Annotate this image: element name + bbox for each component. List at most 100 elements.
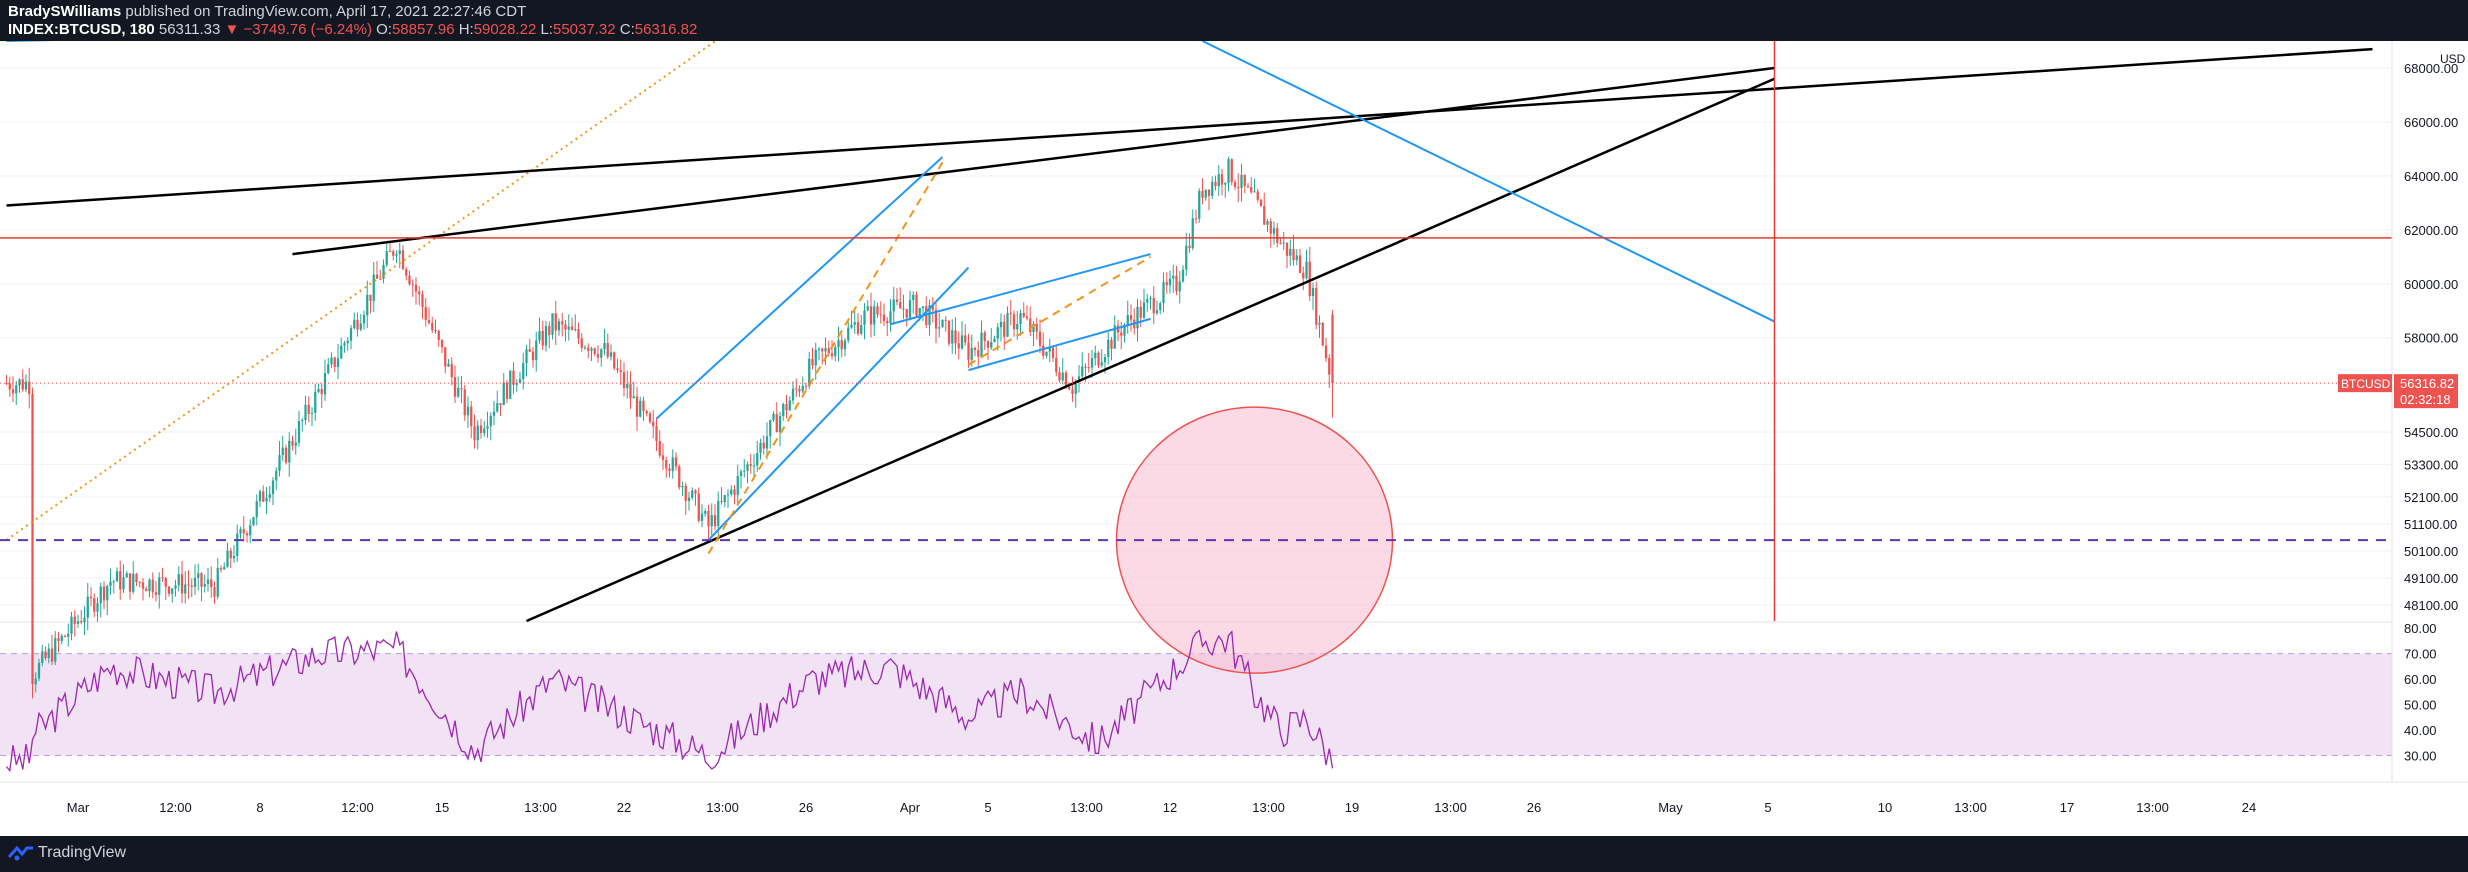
candle-body (515, 382, 518, 385)
candle-body (1240, 174, 1243, 189)
candle-body (1142, 302, 1146, 318)
chart-area[interactable]: 48100.00 49100.00 50100.00 51100.00 52100.00… (0, 41, 2468, 836)
candle-body (161, 577, 164, 579)
candle-body (834, 347, 837, 357)
candle-body (284, 447, 288, 463)
low-label: L: (540, 21, 553, 38)
candle-body (60, 635, 63, 641)
candle-body (457, 387, 460, 397)
time-tick-label: 19 (1345, 800, 1359, 815)
rsi-axis[interactable]: 30.00 40.00 50.00 60.00 70.00 80.00 (2404, 621, 2437, 763)
candle-body (996, 327, 999, 339)
candle-body (593, 348, 596, 355)
candle-body (265, 497, 268, 502)
candle-body (720, 500, 723, 503)
candle-body (24, 381, 28, 390)
candle-body (327, 364, 330, 374)
candle-body (492, 411, 496, 416)
candle-body (817, 348, 821, 350)
time-tick-label: 26 (799, 800, 813, 815)
high-value: 59028.22 (473, 21, 537, 38)
candle-body (1019, 313, 1022, 325)
rsi-series-line (5, 629, 1334, 773)
candle-body (1305, 261, 1308, 279)
rsi-tick-label: 50.00 (2404, 698, 2437, 713)
candle-body (853, 322, 856, 325)
candle-body (899, 301, 902, 309)
time-tick-label: 13:00 (1252, 800, 1285, 815)
candle-body (866, 306, 869, 311)
candle-body (544, 326, 548, 346)
candle-body (245, 533, 249, 536)
candle-body (947, 320, 951, 344)
price-tick-label: 48100.00 (2404, 598, 2458, 613)
candle-body (733, 489, 736, 495)
candle-body (626, 384, 629, 389)
candle-body (1233, 182, 1237, 188)
candle-body (863, 310, 866, 326)
candle-body (762, 442, 765, 449)
candle-body (1201, 191, 1204, 198)
candle-body (1113, 325, 1116, 349)
candle-body (421, 294, 424, 308)
rsi-line (5, 629, 1334, 773)
candle-body (509, 370, 512, 399)
candle-body (281, 447, 284, 456)
candle-body (15, 385, 18, 394)
time-axis-background (0, 782, 2468, 836)
candle-body (661, 455, 665, 460)
symbol-label[interactable]: INDEX:BTCUSD, 180 (8, 21, 155, 38)
candle-body (223, 567, 226, 570)
candle-body (941, 319, 944, 328)
candle-body (18, 379, 21, 386)
candle-body (44, 651, 47, 659)
candle-body (557, 321, 561, 331)
candle-body (717, 500, 720, 527)
candle-body (1103, 357, 1107, 363)
candle-body (444, 347, 447, 367)
candle-body (57, 638, 60, 641)
candle-body (203, 584, 206, 587)
author-name[interactable]: BradySWilliams (8, 3, 122, 20)
candle-body (1123, 324, 1126, 336)
tradingview-logo-icon[interactable] (8, 845, 34, 863)
candle-body (925, 306, 928, 325)
candle-body (1188, 245, 1191, 249)
candle-body (369, 294, 372, 301)
candle-body (827, 348, 830, 354)
candle-body (483, 428, 486, 434)
candle-body (106, 585, 109, 601)
open-value: 58857.96 (391, 21, 455, 38)
time-tick-label: 8 (256, 800, 263, 815)
candle-body (414, 284, 418, 292)
candle-body (275, 470, 278, 481)
candle-body (291, 440, 294, 446)
candle-body (54, 638, 57, 662)
candle-body (821, 348, 824, 352)
time-axis[interactable]: Mar 12:00 8 12:00 15 13:00 22 13:00 26 Apr 5 13:00 1… (0, 781, 2468, 836)
black-rising-support-line (526, 77, 1775, 623)
price-tick-label: 54500.00 (2404, 425, 2458, 440)
candle-body (411, 284, 414, 286)
candle-body (184, 584, 187, 594)
candle-body (346, 340, 349, 344)
candle-body (739, 471, 743, 476)
candle-body (167, 586, 171, 594)
candle-body (1071, 389, 1074, 394)
price-axis[interactable]: 48100.00 49100.00 50100.00 51100.00 52100.00… (2391, 41, 2466, 782)
tradingview-brand[interactable]: TradingView (38, 844, 127, 861)
candle-body (993, 338, 996, 343)
candle-body (1263, 206, 1266, 225)
candle-body (850, 324, 853, 328)
candle-body (359, 323, 362, 330)
blue-projected-support-line (1202, 41, 1775, 323)
candle-body (1058, 372, 1061, 381)
candle-body (50, 648, 54, 662)
time-tick-label: May (1658, 800, 1683, 815)
flag-upper-line (890, 253, 1151, 326)
last-price-tag (2394, 374, 2458, 409)
candle-body (674, 457, 678, 467)
price-tick-label: 51100.00 (2404, 517, 2457, 532)
candle-body (1003, 321, 1006, 337)
candle-body (193, 577, 197, 587)
